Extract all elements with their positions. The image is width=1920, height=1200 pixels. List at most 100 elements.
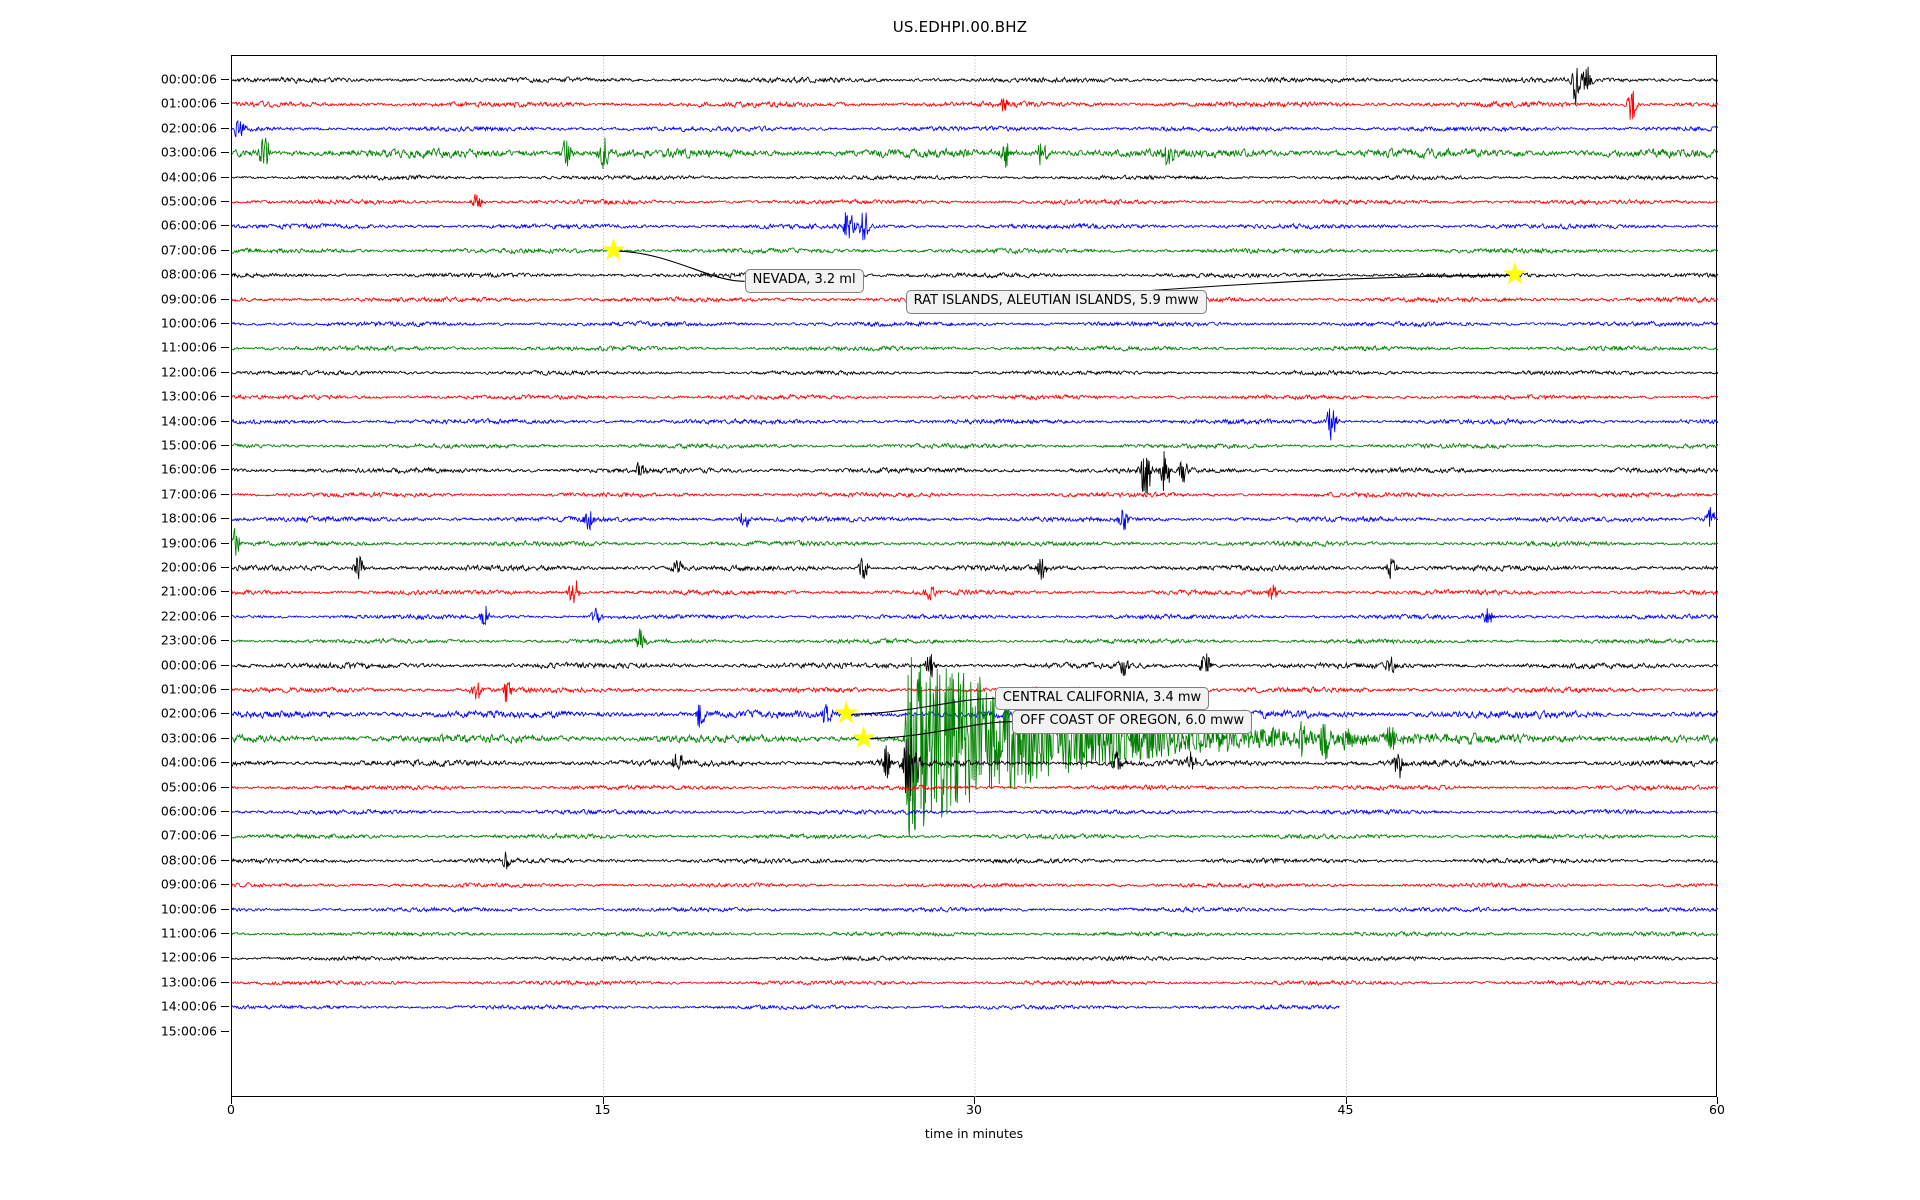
y-tick-label-row-11: 11:00:06 <box>160 339 217 355</box>
trace-row-31 <box>231 832 1719 840</box>
x-tick-label-0: 0 <box>227 1102 235 1117</box>
y-tick-label-row-5: 05:00:06 <box>160 193 217 209</box>
y-tick-label-row-36: 12:00:06 <box>160 949 217 965</box>
trace-row-1 <box>231 90 1719 120</box>
y-tick-label-row-27: 03:00:06 <box>160 730 217 746</box>
y-tick-mark-row-4 <box>221 176 229 178</box>
trace-row-10 <box>231 320 1719 328</box>
x-tick-label-4: 60 <box>1709 1102 1725 1117</box>
y-tick-mark-row-30 <box>221 811 229 812</box>
trace-row-36 <box>231 955 1719 962</box>
y-tick-mark-row-0 <box>221 79 229 80</box>
y-tick-label-row-9: 09:00:06 <box>160 291 217 307</box>
trace-row-3 <box>231 137 1719 169</box>
annotation-leader-lines <box>613 250 1515 740</box>
event-star-icon-central-california: ★ <box>832 696 860 732</box>
trace-row-27 <box>231 656 1719 837</box>
y-tick-mark-row-39 <box>221 1030 229 1032</box>
trace-row-12 <box>231 369 1719 377</box>
trace-row-28 <box>231 728 1719 797</box>
y-tick-mark-row-3 <box>221 152 229 154</box>
trace-row-23 <box>231 628 1719 649</box>
y-tick-label-row-37: 13:00:06 <box>160 974 217 990</box>
x-axis-tick-labels: 0 15 30 45 60 <box>227 1102 1725 1126</box>
y-tick-label-row-28: 04:00:06 <box>160 754 217 770</box>
y-tick-label-row-39: 15:00:06 <box>160 1023 217 1039</box>
y-tick-label-row-1: 01:00:06 <box>160 95 217 111</box>
y-tick-mark-row-27 <box>221 737 229 739</box>
y-tick-mark-row-15 <box>221 445 229 446</box>
trace-row-34 <box>231 906 1719 914</box>
event-annotation-nevada[interactable]: NEVADA, 3.2 ml <box>744 269 864 294</box>
event-annotation-rat-islands[interactable]: RAT ISLANDS, ALEUTIAN ISLANDS, 5.9 mww <box>905 290 1207 314</box>
trace-row-14 <box>231 408 1719 441</box>
event-markers-and-annotations: ★ NEVADA, 3.2 ml ★ RAT ISLANDS, ALEUTIAN IS… <box>232 56 1716 1096</box>
event-annotation-off-coast-oregon[interactable]: OFF COAST OF OREGON, 6.0 mww <box>1012 709 1253 734</box>
trace-row-22 <box>231 605 1719 626</box>
trace-row-32 <box>231 851 1719 870</box>
y-tick-label-row-20: 20:00:06 <box>160 559 217 575</box>
y-tick-mark-row-33 <box>221 884 229 886</box>
y-tick-mark-row-17 <box>221 493 229 495</box>
y-tick-label-row-7: 07:00:06 <box>160 242 217 258</box>
y-tick-mark-row-8 <box>221 274 229 276</box>
y-tick-mark-row-24 <box>221 664 229 666</box>
trace-row-30 <box>231 808 1719 816</box>
trace-row-13 <box>231 393 1719 401</box>
y-tick-label-row-6: 06:00:06 <box>160 217 217 233</box>
trace-row-15 <box>231 442 1719 450</box>
y-tick-label-row-38: 14:00:06 <box>160 998 217 1014</box>
trace-row-18 <box>231 506 1719 531</box>
trace-row-33 <box>231 881 1719 889</box>
trace-row-11 <box>231 344 1719 352</box>
y-tick-mark-row-1 <box>221 103 229 105</box>
x-axis-label: time in minutes <box>924 1126 1024 1141</box>
y-tick-mark-row-34 <box>221 908 229 910</box>
y-tick-mark-row-10 <box>221 323 229 324</box>
y-tick-mark-row-18 <box>221 518 229 520</box>
trace-row-8 <box>231 271 1719 279</box>
x-tick-mark-3 <box>1345 1097 1347 1104</box>
y-tick-label-row-4: 04:00:06 <box>160 169 217 185</box>
event-star-icon-nevada: ★ <box>599 232 627 268</box>
trace-row-24 <box>231 653 1719 678</box>
y-tick-label-row-33: 09:00:06 <box>160 876 217 892</box>
trace-row-20 <box>231 555 1719 580</box>
y-tick-mark-row-38 <box>221 1006 229 1008</box>
y-tick-label-row-17: 17:00:06 <box>160 486 217 502</box>
x-tick-mark-0 <box>231 1097 232 1104</box>
y-tick-mark-row-20 <box>221 567 229 568</box>
y-tick-label-row-25: 01:00:06 <box>160 681 217 697</box>
y-tick-label-row-13: 13:00:06 <box>160 388 217 404</box>
y-tick-label-row-24: 00:00:06 <box>160 657 217 673</box>
y-tick-mark-row-31 <box>221 835 229 837</box>
y-tick-mark-row-32 <box>221 859 229 861</box>
trace-row-21 <box>231 580 1719 604</box>
trace-row-29 <box>231 784 1719 792</box>
trace-row-37 <box>231 979 1719 986</box>
y-tick-mark-row-36 <box>221 957 229 959</box>
leader-line-off-coast-oregon <box>863 721 1013 740</box>
y-tick-label-row-12: 12:00:06 <box>160 364 217 380</box>
y-tick-mark-row-19 <box>221 542 229 544</box>
y-tick-label-row-16: 16:00:06 <box>160 461 217 477</box>
y-tick-mark-row-7 <box>221 249 229 251</box>
y-tick-label-row-31: 07:00:06 <box>160 827 217 843</box>
trace-row-35 <box>231 930 1719 938</box>
y-tick-label-row-2: 02:00:06 <box>160 120 217 136</box>
y-tick-mark-row-13 <box>221 396 229 398</box>
y-tick-mark-row-2 <box>221 127 229 129</box>
leader-line-nevada <box>613 250 745 282</box>
y-tick-label-row-3: 03:00:06 <box>160 144 217 160</box>
event-annotation-central-california[interactable]: CENTRAL CALIFORNIA, 3.4 mw <box>994 686 1210 711</box>
plot-area: ★ NEVADA, 3.2 ml ★ RAT ISLANDS, ALEUTIAN IS… <box>231 55 1719 1098</box>
y-tick-label-row-35: 11:00:06 <box>160 925 217 941</box>
y-tick-label-row-23: 23:00:06 <box>160 632 217 648</box>
y-tick-label-row-0: 00:00:06 <box>160 71 217 87</box>
x-tick-label-2: 30 <box>966 1102 982 1117</box>
page-title: US.EDHPI.00.BHZ <box>892 18 1028 36</box>
trace-row-5 <box>231 194 1719 208</box>
y-tick-mark-row-11 <box>221 347 229 349</box>
trace-row-4 <box>231 174 1719 181</box>
